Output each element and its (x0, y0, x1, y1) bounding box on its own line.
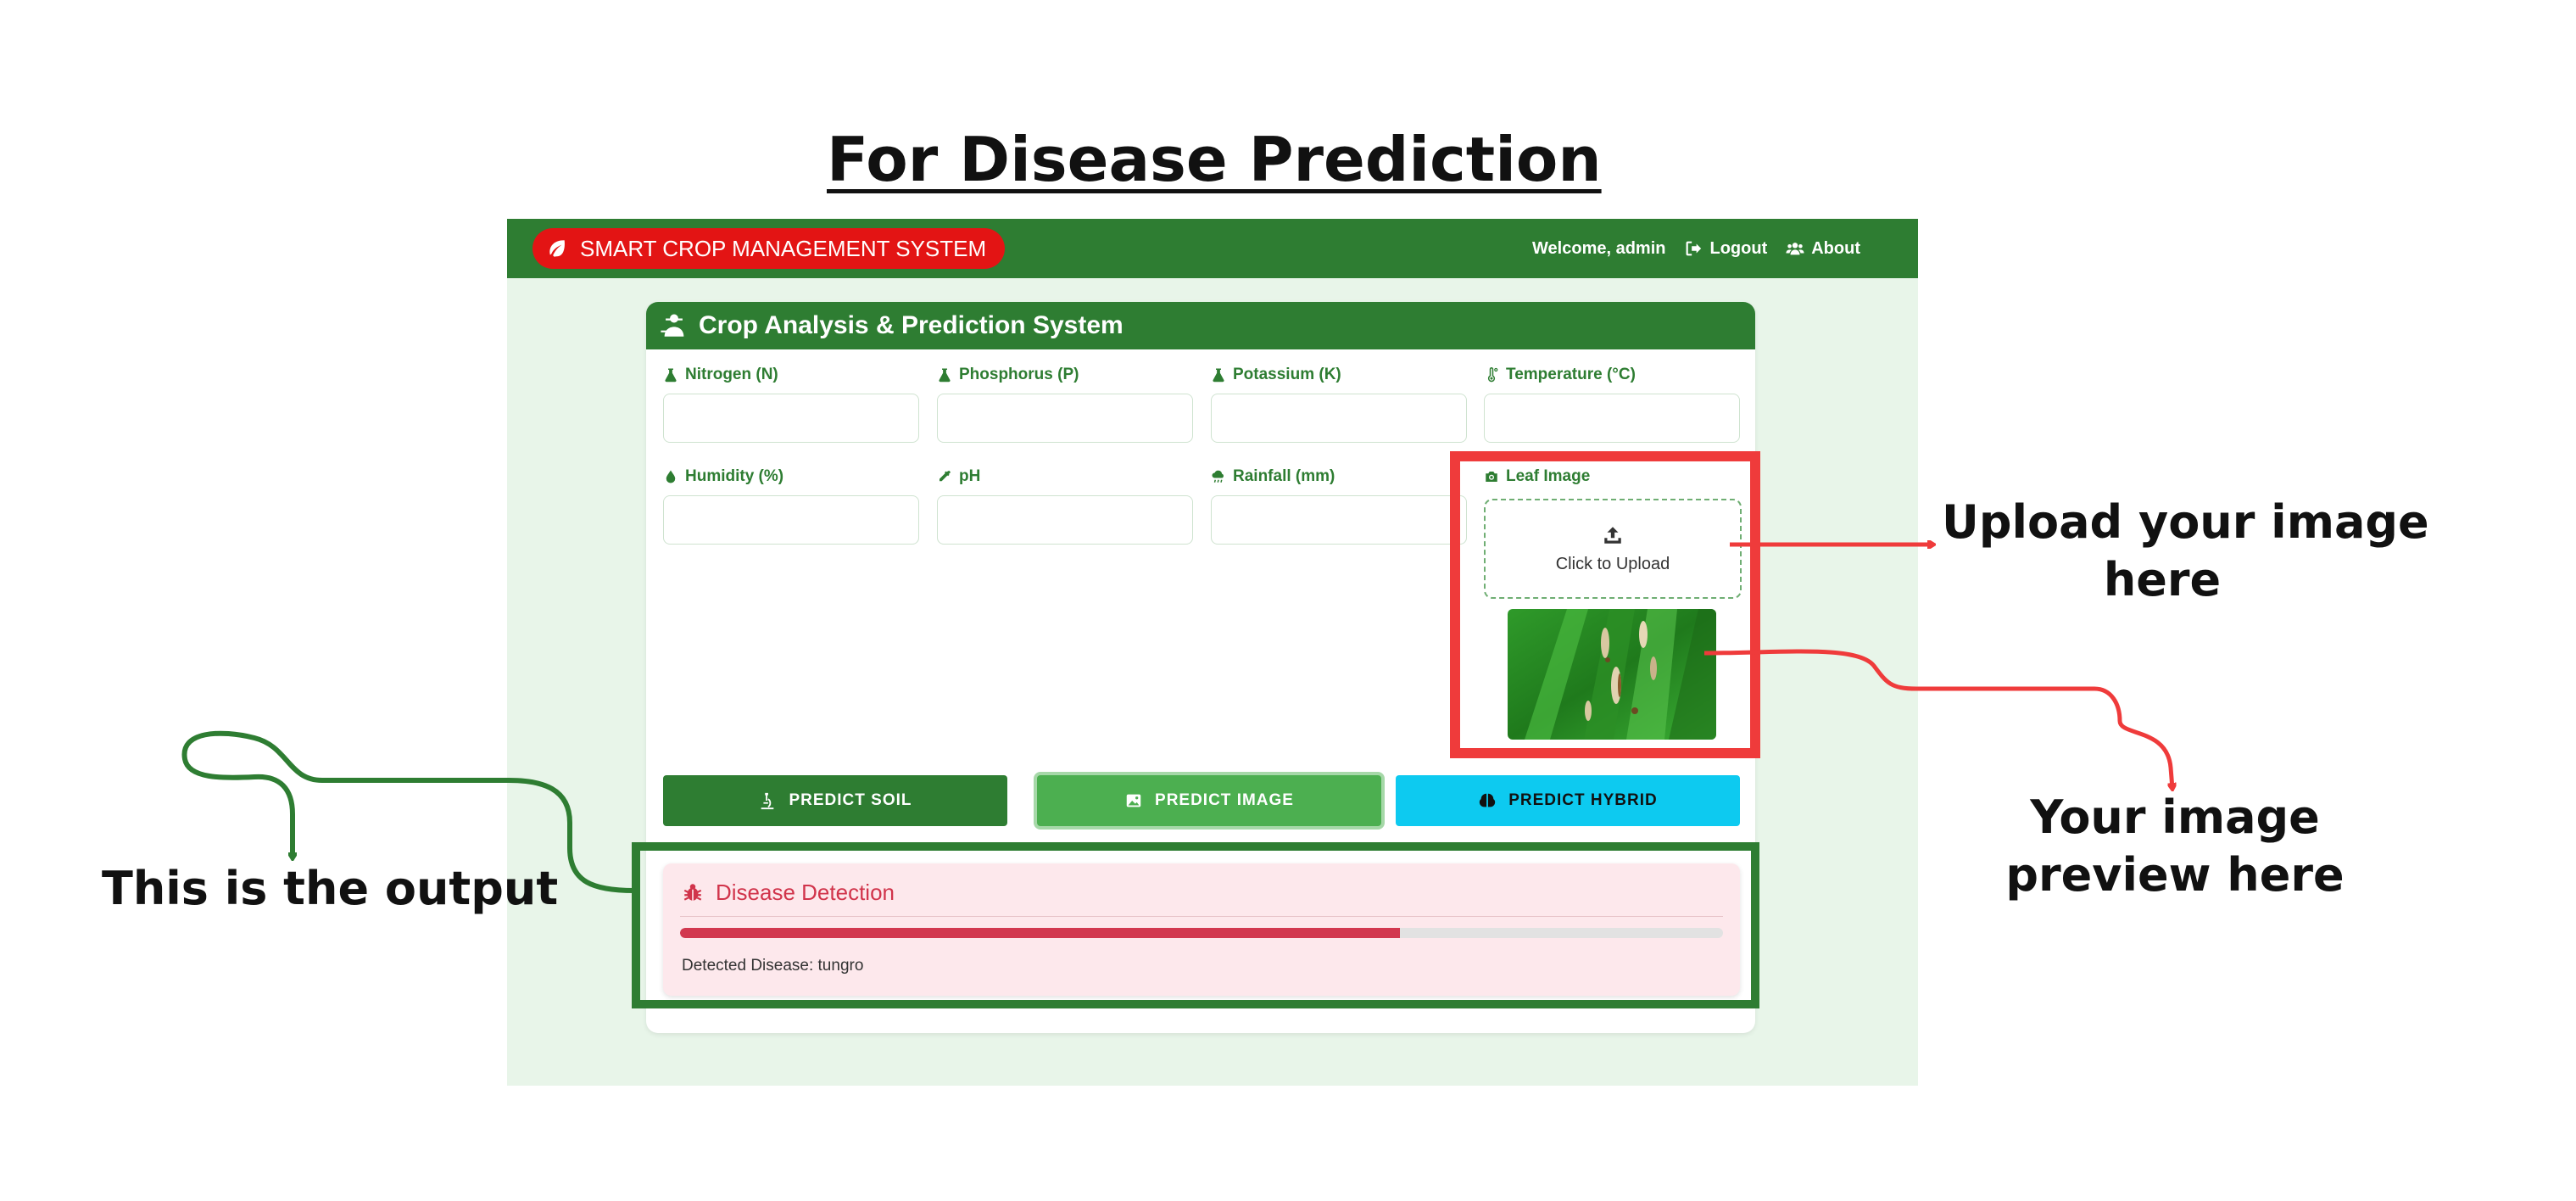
potassium-input[interactable] (1211, 394, 1467, 443)
flask-icon (665, 368, 677, 383)
potassium-field: Potassium (K) (1211, 365, 1467, 443)
leaf-icon (549, 240, 565, 257)
temperature-label-text: Temperature (°C) (1506, 366, 1636, 383)
page-heading: For Disease Prediction (827, 124, 1602, 195)
nitrogen-label: Nitrogen (N) (663, 365, 919, 385)
bug-icon (683, 884, 702, 901)
humidity-input[interactable] (663, 495, 919, 545)
flask-icon (939, 368, 951, 383)
camera-icon (1486, 472, 1497, 482)
image-upload-dropzone[interactable]: Click to Upload (1484, 499, 1742, 599)
leaf-photo (1508, 609, 1716, 740)
confidence-progress-bar (680, 928, 1723, 938)
phosphorus-label: Phosphorus (P) (937, 365, 1193, 385)
nitrogen-input[interactable] (663, 394, 919, 443)
phosphorus-label-text: Phosphorus (P) (959, 366, 1079, 383)
disease-result-panel: Disease Detection Detected Disease: tung… (663, 863, 1740, 996)
upload-text: Click to Upload (1555, 554, 1670, 573)
detected-disease-text: Detected Disease: tungro (682, 957, 864, 975)
brand-title: SMART CROP MANAGEMENT SYSTEM (580, 235, 987, 261)
temperature-field: Temperature (°C) (1484, 365, 1740, 443)
humidity-label: Humidity (%) (663, 466, 919, 487)
predict-image-button[interactable]: PREDICT IMAGE (1037, 775, 1381, 826)
brand-badge[interactable]: SMART CROP MANAGEMENT SYSTEM (532, 228, 1006, 269)
predict-soil-label: PREDICT SOIL (789, 791, 912, 809)
potassium-label: Potassium (K) (1211, 365, 1467, 385)
leaf-image-preview (1508, 609, 1716, 740)
upload-callout: Upload your image here (1942, 494, 2429, 609)
potassium-label-text: Potassium (K) (1233, 366, 1341, 383)
welcome-text: Welcome, admin (1532, 238, 1666, 258)
navbar: SMART CROP MANAGEMENT SYSTEM Welcome, ad… (507, 219, 1918, 278)
upload-icon (1604, 526, 1621, 544)
rainfall-field: Rainfall (mm) (1211, 466, 1467, 545)
temperature-label: Temperature (°C) (1484, 365, 1740, 385)
card-title: Crop Analysis & Prediction System (699, 311, 1124, 339)
ph-label: pH (937, 466, 1193, 487)
preview-callout: Your image preview here (1976, 789, 2374, 904)
ph-label-text: pH (959, 467, 981, 485)
flask-icon (1213, 368, 1224, 383)
rainfall-input[interactable] (1211, 495, 1467, 545)
microscope-icon (761, 792, 774, 810)
result-title: Disease Detection (682, 877, 895, 908)
leaf-image-label: Leaf Image (1484, 466, 1740, 487)
phosphorus-input[interactable] (937, 394, 1193, 443)
logout-link[interactable]: Logout (1684, 239, 1767, 259)
app-window: SMART CROP MANAGEMENT SYSTEM Welcome, ad… (507, 219, 1918, 1086)
upload-callout-line-1: Upload your image (1942, 495, 2429, 549)
ph-field: pH (937, 466, 1193, 545)
leaf-image-field: Leaf Image (1484, 466, 1740, 487)
cloud-rain-icon (1212, 470, 1224, 483)
logout-label: Logout (1709, 238, 1768, 258)
brain-icon (1480, 793, 1496, 807)
predict-hybrid-button[interactable]: PREDICT HYBRID (1396, 775, 1740, 826)
eyedropper-icon (940, 470, 951, 482)
output-callout: This is the output (102, 860, 559, 918)
result-divider (680, 916, 1723, 917)
predict-image-label: PREDICT IMAGE (1155, 791, 1294, 809)
predict-hybrid-label: PREDICT HYBRID (1508, 791, 1658, 809)
preview-callout-line-1: Your image (2030, 790, 2320, 844)
users-icon (1786, 243, 1804, 255)
about-link[interactable]: About (1786, 239, 1860, 259)
about-label: About (1811, 238, 1860, 258)
navbar-actions: Welcome, admin Logout About (1532, 219, 1860, 278)
nitrogen-label-text: Nitrogen (N) (685, 366, 778, 383)
farmer-icon (661, 314, 684, 337)
output-callout-text: This is the output (102, 862, 559, 915)
predict-soil-button[interactable]: PREDICT SOIL (663, 775, 1007, 826)
rainfall-label-text: Rainfall (mm) (1233, 467, 1335, 485)
nitrogen-field: Nitrogen (N) (663, 365, 919, 443)
humidity-field: Humidity (%) (663, 466, 919, 545)
card-header: Crop Analysis & Prediction System (646, 302, 1755, 349)
result-title-text: Disease Detection (716, 879, 895, 905)
analysis-card: Crop Analysis & Prediction System Nitrog… (646, 302, 1755, 1033)
rainfall-label: Rainfall (mm) (1211, 466, 1467, 487)
preview-callout-line-2: preview here (2005, 848, 2345, 902)
temperature-input[interactable] (1484, 394, 1740, 443)
upload-callout-line-2: here (2103, 553, 2222, 606)
phosphorus-field: Phosphorus (P) (937, 365, 1193, 443)
leaf-image-label-text: Leaf Image (1506, 467, 1591, 485)
logout-icon (1687, 241, 1702, 256)
image-icon (1126, 794, 1141, 807)
confidence-progress-fill (680, 928, 1400, 938)
humidity-label-text: Humidity (%) (685, 467, 784, 485)
ph-input[interactable] (937, 495, 1193, 545)
thermometer-icon (1487, 367, 1498, 383)
droplet-icon (666, 470, 676, 483)
